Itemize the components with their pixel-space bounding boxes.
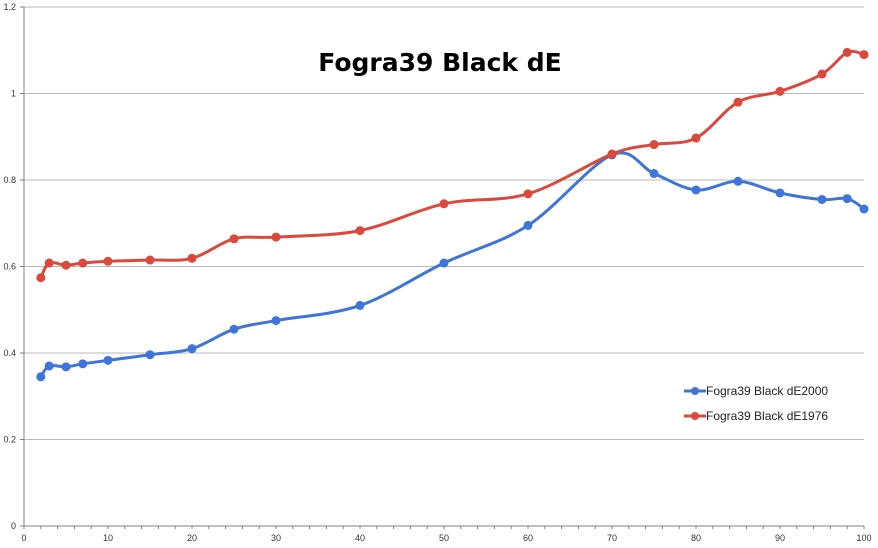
data-point [44, 361, 54, 371]
data-point [691, 185, 701, 195]
data-point [775, 86, 785, 96]
legend: Fogra39 Black dE2000 Fogra39 Black dE1976 [684, 384, 828, 423]
data-point [775, 188, 785, 198]
data-point [439, 199, 449, 209]
y-tick-label: 1.2 [3, 2, 16, 12]
data-point [817, 194, 827, 204]
data-point [271, 232, 281, 242]
x-tick-label: 0 [21, 533, 26, 543]
data-point [78, 258, 88, 268]
data-point [691, 133, 701, 143]
legend-entry: Fogra39 Black dE1976 [684, 409, 828, 423]
data-point [733, 97, 743, 107]
data-point [103, 355, 113, 365]
y-tick-label: 0.8 [3, 175, 16, 185]
series-line [39, 151, 866, 379]
x-tick-label: 70 [607, 533, 617, 543]
series-line [39, 49, 866, 280]
data-point [842, 194, 852, 204]
data-point [523, 220, 533, 230]
data-point [607, 149, 617, 159]
data-point [61, 362, 71, 372]
data-point [103, 256, 113, 266]
x-tick-label: 100 [856, 533, 871, 543]
x-tick-label: 10 [103, 533, 113, 543]
data-point [649, 169, 659, 179]
y-tick-label: 0.4 [3, 348, 16, 358]
data-point [145, 350, 155, 360]
data-point [187, 253, 197, 263]
data-point [439, 258, 449, 268]
legend-swatch-marker [691, 412, 699, 420]
legend-label: Fogra39 Black dE1976 [706, 409, 828, 423]
data-point [36, 372, 46, 382]
chart-title: Fogra39 Black dE [318, 48, 561, 77]
data-point [36, 273, 46, 283]
data-point [355, 226, 365, 236]
x-tick-label: 20 [187, 533, 197, 543]
series-de1976 [36, 47, 869, 283]
x-tick-label: 30 [271, 533, 281, 543]
legend-swatch-marker [691, 387, 699, 395]
data-point [229, 234, 239, 244]
data-point [733, 176, 743, 186]
axes: 0 0.2 0.4 0.6 0.8 1 1.2 0 10 20 30 40 50 60 70 80 90 100 [3, 2, 871, 543]
y-tick-label: 0.6 [3, 262, 16, 272]
legend-entry: Fogra39 Black dE2000 [684, 384, 828, 398]
data-point [187, 344, 197, 354]
x-tick-label: 90 [775, 533, 785, 543]
data-point [229, 324, 239, 334]
data-point [355, 300, 365, 310]
series-group [36, 47, 869, 382]
data-point [842, 47, 852, 57]
data-point [78, 359, 88, 369]
data-point [145, 255, 155, 265]
y-tick-label: 0.2 [3, 435, 16, 445]
data-point [61, 260, 71, 270]
x-tick-label: 40 [355, 533, 365, 543]
series-de2000 [36, 150, 869, 382]
x-tick-label: 80 [691, 533, 701, 543]
legend-label: Fogra39 Black dE2000 [706, 384, 828, 398]
data-point [859, 50, 869, 60]
y-tick-label: 1 [11, 89, 16, 99]
x-tick-label: 50 [439, 533, 449, 543]
data-point [649, 140, 659, 150]
data-point [271, 316, 281, 326]
y-tick-label: 0 [11, 521, 16, 531]
data-point [44, 258, 54, 268]
data-point [859, 204, 869, 214]
data-point [817, 69, 827, 79]
data-point [523, 189, 533, 199]
x-tick-label: 60 [523, 533, 533, 543]
